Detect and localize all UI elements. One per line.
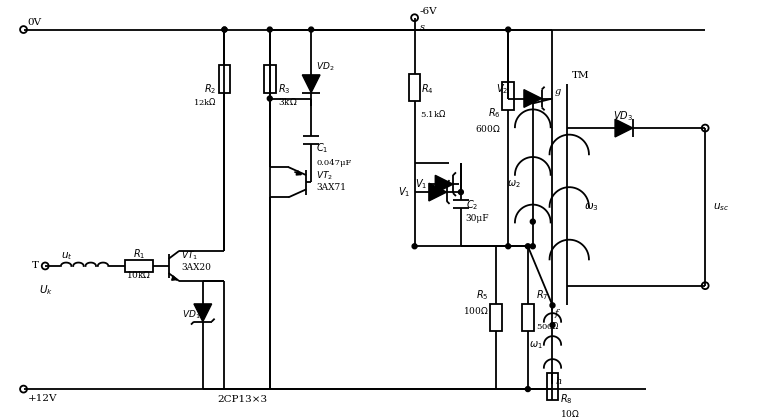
Bar [408,74,421,101]
Text: $R_7$: $R_7$ [536,289,548,303]
Text: 10$\Omega$: 10$\Omega$ [560,408,580,419]
Circle shape [525,244,530,249]
Text: g: g [554,87,561,96]
Text: $C_1$: $C_1$ [316,141,329,155]
Text: $R_8$: $R_8$ [560,392,573,406]
Text: 2CP13×3: 2CP13×3 [217,396,267,404]
Text: $R_3$: $R_3$ [277,82,290,96]
Bar [491,304,502,331]
Circle shape [530,219,536,224]
Text: 3AX71: 3AX71 [316,183,346,191]
Circle shape [550,303,555,308]
Text: +12V: +12V [27,394,57,403]
Text: $U_k$: $U_k$ [40,284,53,297]
Circle shape [506,27,511,32]
Text: f: f [554,309,558,318]
Text: 30μF: 30μF [466,214,490,223]
Polygon shape [302,75,320,93]
Text: s: s [419,23,425,32]
Text: $VD_3$: $VD_3$ [614,109,633,123]
Text: $V_1$: $V_1$ [415,177,427,191]
Text: $VD_1$: $VD_1$ [182,309,201,321]
Bar [264,65,276,93]
Polygon shape [524,90,542,107]
Text: $R_6$: $R_6$ [487,106,501,120]
Circle shape [459,190,463,194]
Bar [219,65,230,93]
Text: -6V: -6V [419,7,437,16]
Text: TM: TM [572,71,590,80]
Text: $R_1$: $R_1$ [133,247,145,261]
Bar [522,304,534,331]
Text: 600$\Omega$: 600$\Omega$ [474,122,501,134]
Text: 10k$\Omega$: 10k$\Omega$ [126,269,151,280]
Text: T: T [33,261,40,270]
Text: 3AX20: 3AX20 [181,264,211,272]
Text: $\omega_3$: $\omega_3$ [584,201,599,213]
Text: 0V: 0V [27,18,42,27]
Polygon shape [194,304,212,322]
Text: 12k$\Omega$: 12k$\Omega$ [193,96,216,107]
Text: $R_2$: $R_2$ [205,82,216,96]
Text: h: h [556,377,562,386]
Circle shape [550,323,555,328]
Circle shape [222,27,227,32]
Text: 3k$\Omega$: 3k$\Omega$ [277,96,298,107]
Bar [125,260,153,272]
Polygon shape [436,175,453,193]
Text: $V_1$: $V_1$ [398,185,411,199]
Text: $u_{sc}$: $u_{sc}$ [713,201,729,213]
Text: $R_5$: $R_5$ [476,289,488,303]
Circle shape [412,244,417,249]
Text: $V_2$: $V_2$ [496,82,508,96]
Text: $R_4$: $R_4$ [422,82,434,96]
Text: 100$\Omega$: 100$\Omega$ [463,305,488,316]
Circle shape [222,27,227,32]
Text: $VT_2$: $VT_2$ [316,169,333,181]
Circle shape [525,387,530,391]
Circle shape [267,27,272,32]
Text: $C_2$: $C_2$ [466,198,478,212]
Bar [546,373,559,401]
Bar [502,82,514,110]
Text: $\omega_1$: $\omega_1$ [529,339,542,351]
Text: 5.1k$\Omega$: 5.1k$\Omega$ [419,108,446,119]
Text: 0.047μF: 0.047μF [316,158,351,166]
Text: 500$\Omega$: 500$\Omega$ [536,320,560,331]
Circle shape [308,27,314,32]
Text: $VT_1$: $VT_1$ [181,250,198,262]
Polygon shape [615,119,632,137]
Text: $u_t$: $u_t$ [61,250,73,262]
Circle shape [530,244,536,249]
Circle shape [506,244,511,249]
Polygon shape [429,183,446,201]
Text: $\omega_2$: $\omega_2$ [508,178,521,190]
Text: $VD_2$: $VD_2$ [316,61,335,73]
Circle shape [267,96,272,101]
